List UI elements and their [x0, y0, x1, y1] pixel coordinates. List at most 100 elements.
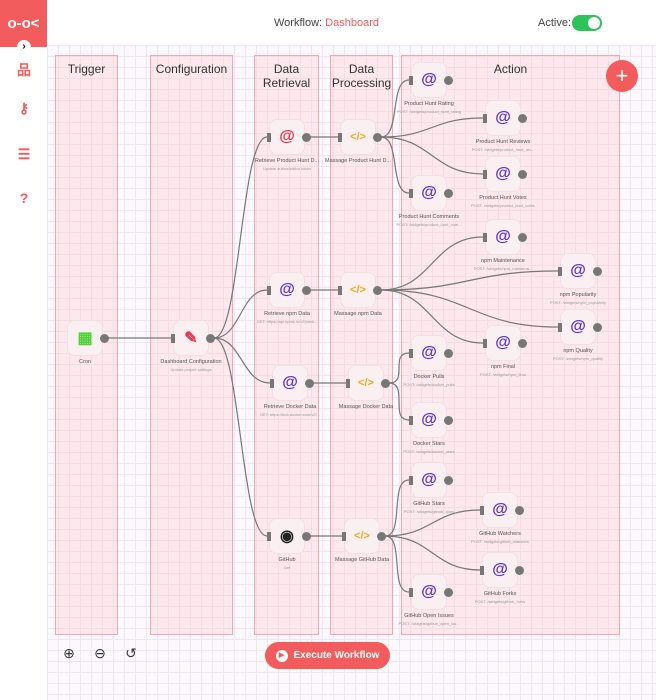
workflow-node[interactable]: ▦ — [67, 320, 109, 356]
input-handle[interactable] — [409, 349, 413, 358]
workflow-node[interactable]: @ — [270, 365, 314, 401]
help-icon[interactable]: ? — [19, 190, 29, 206]
node-subtitle: POST: /widgets/github_watchers — [471, 539, 529, 544]
workflow-node[interactable]: @ — [480, 552, 524, 588]
node-label: Massage Docker Data — [338, 404, 394, 410]
execute-workflow-button[interactable]: ▶ Execute Workflow — [265, 642, 390, 669]
input-handle[interactable] — [270, 379, 274, 388]
input-handle[interactable] — [558, 267, 562, 276]
input-handle[interactable] — [483, 339, 487, 348]
workflow-node[interactable]: </> — [338, 272, 382, 308]
output-handle[interactable] — [444, 476, 453, 485]
n8n-logo[interactable]: o-o< — [0, 0, 47, 47]
workflow-node[interactable]: @ — [409, 402, 453, 438]
list-icon[interactable]: ☰ — [17, 146, 31, 162]
workflow-node[interactable]: @ — [483, 219, 527, 255]
http-request-icon: @ — [495, 334, 511, 351]
workflow-node[interactable]: @ — [483, 156, 527, 192]
output-handle[interactable] — [518, 339, 527, 348]
calendar-icon: ▦ — [77, 330, 93, 347]
workflow-node[interactable]: </> — [338, 119, 382, 155]
workflow-node[interactable]: @ — [409, 335, 453, 371]
workflow-icon[interactable]: 品 — [17, 62, 31, 78]
output-handle[interactable] — [444, 416, 453, 425]
output-handle[interactable] — [518, 114, 527, 123]
active-toggle[interactable] — [572, 15, 602, 31]
input-handle[interactable] — [558, 323, 562, 332]
input-handle[interactable] — [483, 170, 487, 179]
input-handle[interactable] — [483, 114, 487, 123]
output-handle[interactable] — [302, 532, 311, 541]
output-handle[interactable] — [302, 133, 311, 142]
function-icon: </> — [350, 284, 366, 296]
output-handle[interactable] — [381, 379, 390, 388]
input-handle[interactable] — [409, 189, 413, 198]
node-subtitle: POST: /widgets/npm_popularity — [550, 300, 606, 305]
output-handle[interactable] — [302, 286, 311, 295]
node-label: GitHub — [278, 557, 296, 563]
workflow-node[interactable]: ✎ — [171, 320, 215, 356]
zoom-out-icon[interactable]: ⊖ — [94, 645, 106, 661]
output-handle[interactable] — [515, 506, 524, 515]
output-handle[interactable] — [593, 267, 602, 276]
zoom-in-icon[interactable]: ⊕ — [63, 645, 75, 661]
node-label: Massage npm Data — [334, 311, 382, 317]
workflow-node[interactable]: @ — [409, 574, 453, 610]
workflow-node[interactable]: ◉ — [267, 518, 311, 554]
output-handle[interactable] — [593, 323, 602, 332]
output-handle[interactable] — [518, 233, 527, 242]
workflow-node[interactable]: @ — [483, 100, 527, 136]
workflow-node[interactable]: @ — [480, 492, 524, 528]
http-request-icon: @ — [492, 561, 508, 578]
input-handle[interactable] — [338, 286, 342, 295]
input-handle[interactable] — [267, 532, 271, 541]
input-handle[interactable] — [267, 286, 271, 295]
workflow-node[interactable]: @ — [558, 253, 602, 289]
input-handle[interactable] — [409, 588, 413, 597]
workflow-node[interactable]: @ — [483, 325, 527, 361]
output-handle[interactable] — [444, 349, 453, 358]
workflow-node[interactable]: @ — [409, 462, 453, 498]
input-handle[interactable] — [342, 532, 346, 541]
workflow-node[interactable]: @ — [409, 62, 453, 98]
workflow-node[interactable]: @ — [267, 119, 311, 155]
output-handle[interactable] — [206, 334, 215, 343]
header — [47, 0, 656, 45]
input-handle[interactable] — [171, 334, 175, 343]
output-handle[interactable] — [444, 76, 453, 85]
input-handle[interactable] — [409, 76, 413, 85]
output-handle[interactable] — [373, 286, 382, 295]
workflow-node[interactable]: </> — [342, 518, 386, 554]
workflow-node[interactable]: @ — [558, 309, 602, 345]
input-handle[interactable] — [267, 133, 271, 142]
output-handle[interactable] — [518, 170, 527, 179]
output-handle[interactable] — [373, 133, 382, 142]
input-handle[interactable] — [480, 566, 484, 575]
node-label: Docker Pulls — [413, 374, 445, 380]
input-handle[interactable] — [483, 233, 487, 242]
expand-sidebar-button[interactable]: › — [17, 40, 31, 54]
output-handle[interactable] — [305, 379, 314, 388]
group-title: Trigger — [67, 62, 106, 76]
workflow-name[interactable]: Dashboard — [325, 17, 379, 29]
node-label: Retrieve npm Data — [264, 311, 310, 317]
input-handle[interactable] — [409, 416, 413, 425]
reset-icon[interactable]: ↺ — [125, 645, 137, 661]
input-handle[interactable] — [346, 379, 350, 388]
output-handle[interactable] — [377, 532, 386, 541]
input-handle[interactable] — [338, 133, 342, 142]
output-handle[interactable] — [444, 588, 453, 597]
workflow-title: Workflow: Dashboard — [274, 17, 379, 29]
add-node-button[interactable]: + — [606, 60, 638, 92]
node-subtitle: POST: /widgets/npm_quality — [552, 356, 604, 361]
output-handle[interactable] — [100, 334, 109, 343]
http-request-icon: @ — [495, 228, 511, 245]
input-handle[interactable] — [480, 506, 484, 515]
output-handle[interactable] — [444, 189, 453, 198]
workflow-node[interactable]: @ — [267, 272, 311, 308]
input-handle[interactable] — [409, 476, 413, 485]
workflow-node[interactable]: @ — [409, 175, 453, 211]
key-icon[interactable]: ⚷ — [18, 100, 30, 116]
output-handle[interactable] — [515, 566, 524, 575]
workflow-node[interactable]: </> — [346, 365, 390, 401]
